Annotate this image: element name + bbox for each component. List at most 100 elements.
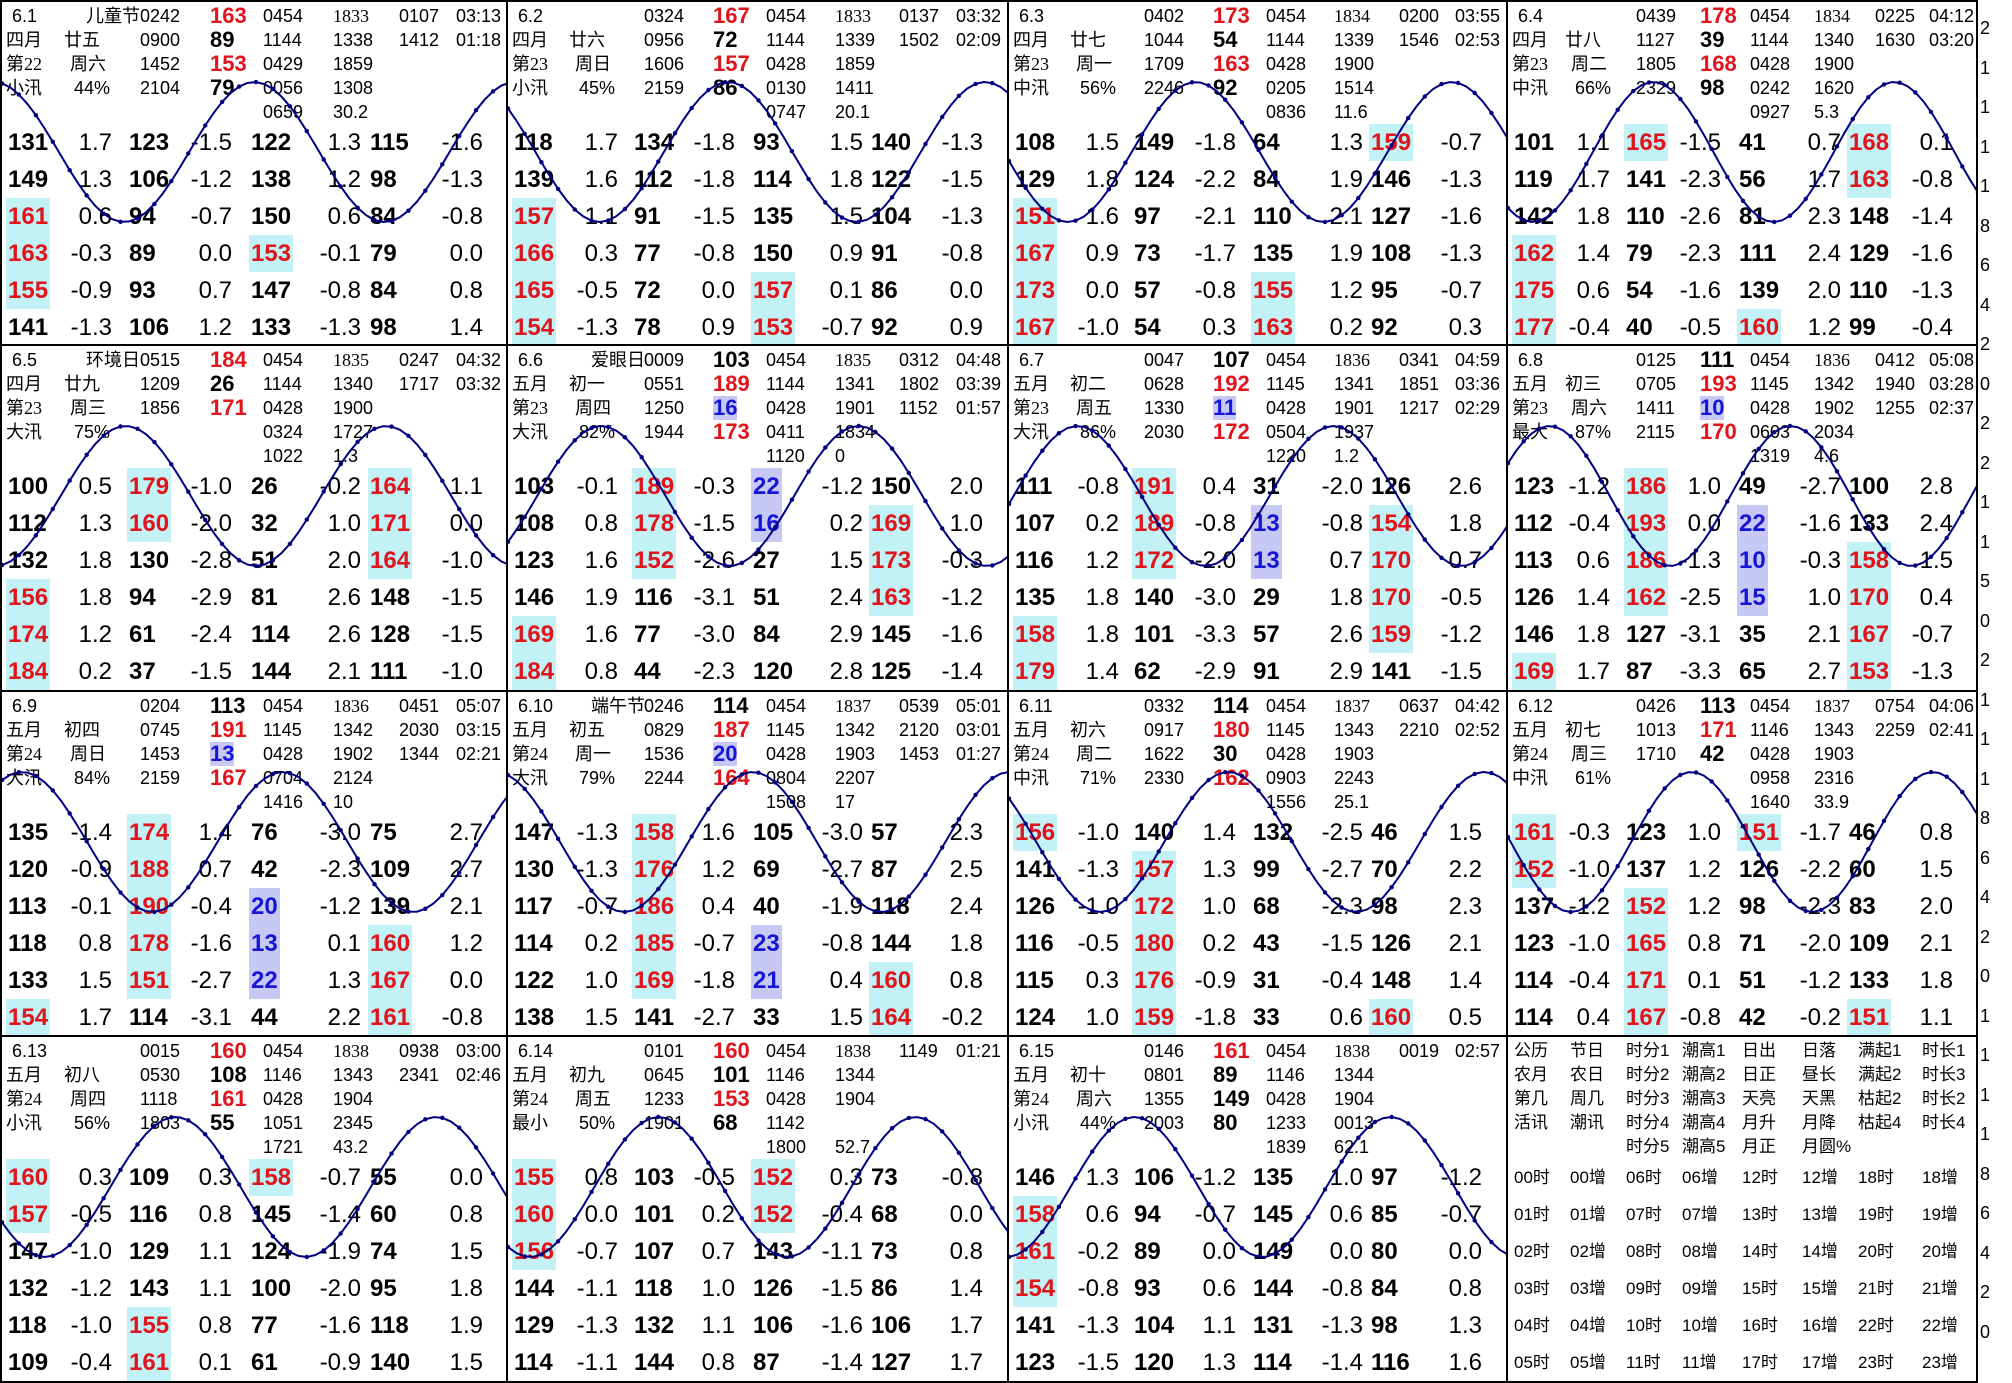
daylength: 1343 xyxy=(1814,720,1855,740)
duration-1: 04:48 xyxy=(956,350,1002,370)
hourly-delta: 1.6 xyxy=(1085,203,1119,230)
legend-hour-label: 09增 xyxy=(1682,1279,1718,1298)
lunar-day: 廿八 xyxy=(1565,30,1601,50)
hourly-row: 163 -0.3 89 0.0 153 -0.1 79 0.0 xyxy=(6,235,502,272)
hourly-delta: 1.4 xyxy=(1085,658,1119,685)
tide-height-1: 111 xyxy=(1700,347,1735,372)
hourly-delta: -1.3 xyxy=(576,819,618,846)
time-3: 1606 xyxy=(644,54,685,74)
hourly-value: 169 xyxy=(632,962,677,999)
tide-type: 中汛 xyxy=(1512,78,1548,98)
moonrise: 0504 xyxy=(1266,422,1307,442)
hourly-row: 129 -1.3 132 1.1 106 -1.6 106 1.7 xyxy=(512,1307,1003,1344)
rise-2: 2341 xyxy=(399,1065,440,1085)
hourly-row: 112 1.3 160 -2.0 32 1.0 171 0.0 xyxy=(6,505,502,542)
festival-label: 端午节 xyxy=(591,696,645,716)
legend-hour-label: 07时 xyxy=(1626,1205,1662,1224)
hourly-value: 178 xyxy=(127,925,172,962)
lunar-day: 廿九 xyxy=(64,374,100,394)
hourly-value: 33 xyxy=(1253,1004,1280,1031)
tide-height-3: 163 xyxy=(1213,51,1250,76)
legend-hour-label: 20增 xyxy=(1922,1242,1958,1261)
hourly-delta: -0.8 xyxy=(1321,510,1363,537)
edge-tick-label: 1 xyxy=(1980,1124,1991,1144)
tide-height-2: 189 xyxy=(713,371,750,396)
hourly-delta: 0.1 xyxy=(327,930,361,957)
hourly-delta: 0.0 xyxy=(949,1201,983,1228)
tide-height-2: 187 xyxy=(713,717,750,742)
hourly-value: 168 xyxy=(1847,124,1892,161)
legend-label: 时分4 xyxy=(1626,1113,1670,1132)
hourly-value: 191 xyxy=(1132,468,1177,505)
hourly-delta: -3.3 xyxy=(1679,658,1721,685)
hourly-value: 13 xyxy=(1251,505,1282,542)
time-1: 0439 xyxy=(1636,6,1677,26)
daylength: 1343 xyxy=(1334,720,1375,740)
tide-height-4: 167 xyxy=(210,765,247,790)
hourly-delta: -0.7 xyxy=(1194,1201,1236,1228)
time-4: 2003 xyxy=(1144,1113,1185,1133)
hourly-value: 112 xyxy=(8,510,47,537)
hourly-value: 116 xyxy=(1371,1349,1410,1376)
hourly-value: 84 xyxy=(1371,1275,1398,1302)
header-row: 6.13 0015 160 0454 1838 0938 03:00 xyxy=(4,1039,504,1069)
hourly-delta: -0.8 xyxy=(1194,277,1236,304)
hourly-delta: -1.6 xyxy=(941,621,983,648)
time-1: 0402 xyxy=(1144,6,1185,26)
moon-full-percent: 1.3 xyxy=(333,446,359,466)
hourly-delta: -0.9 xyxy=(70,856,112,883)
hourly-value: 106 xyxy=(753,1312,794,1339)
rise-1: 0137 xyxy=(899,6,940,26)
time-4: 1901 xyxy=(644,1113,685,1133)
hourly-delta: -1.3 xyxy=(941,129,983,156)
hourly-delta: 1.5 xyxy=(584,1004,618,1031)
hourly-row: 108 1.5 149 -1.8 64 1.3 159 -0.7 xyxy=(1013,124,1502,161)
tide-height-4: 55 xyxy=(210,1110,235,1135)
hourly-value: 77 xyxy=(634,240,661,267)
time-1: 0146 xyxy=(1144,1041,1185,1061)
legend-hour-label: 19增 xyxy=(1922,1205,1958,1224)
hourly-value: 68 xyxy=(871,1201,898,1228)
hourly-delta: -0.4 xyxy=(821,1201,863,1228)
legend-label: 时长3 xyxy=(1922,1065,1966,1084)
hourly-value: 109 xyxy=(129,1164,170,1191)
hourly-table: 100 0.5 179 -1.0 26 -0.2 164 1.1 112 1.3 160 -2.0 32… xyxy=(2,468,506,690)
hourly-value: 153 xyxy=(751,309,796,344)
hourly-value: 51 xyxy=(251,547,278,574)
legend-hour-label: 01时 xyxy=(1514,1205,1550,1224)
hourly-delta: 1.3 xyxy=(327,129,361,156)
hourly-value: 44 xyxy=(634,658,661,685)
dawn: 0428 xyxy=(766,744,807,764)
hourly-value: 44 xyxy=(251,1004,278,1031)
hourly-delta: -1.2 xyxy=(70,1275,112,1302)
hourly-delta: 1.2 xyxy=(1085,547,1119,574)
hourly-row: 160 0.0 101 0.2 152 -0.4 68 0.0 xyxy=(512,1196,1003,1233)
tide-height-1: 178 xyxy=(1700,3,1737,28)
edge-tick-label: 1 xyxy=(1980,492,1991,512)
hourly-row: 151 1.6 97 -2.1 110 2.1 127 -1.6 xyxy=(1013,198,1502,235)
hourly-value: 150 xyxy=(251,203,292,230)
header-row: 五月 初二 0628 192 1145 1341 1851 03:36 xyxy=(1011,372,1504,402)
hourly-value: 73 xyxy=(1134,240,1161,267)
hourly-table: 135 -1.4 174 1.4 76 -3.0 75 2.7 120 -0.9 188 0.7 42-… xyxy=(2,814,506,1035)
edge-tick-label: 6 xyxy=(1980,847,1991,868)
hourly-delta: 1.6 xyxy=(584,166,618,193)
day-header: 6.14 0101 160 0454 1838 1149 01:21 五月 初九 0645 101 1… xyxy=(508,1037,1007,1159)
hourly-delta: -0.2 xyxy=(941,1004,983,1031)
hourly-delta: 0.1 xyxy=(829,277,863,304)
day-header: 6.3 0402 173 0454 1834 0200 03:55 四月 廿七 1044 54 114… xyxy=(1009,2,1506,124)
edge-tick-label: 6 xyxy=(1980,255,1991,275)
hourly-row: 156 -0.7 107 0.7 143 -1.1 73 0.8 xyxy=(512,1233,1003,1270)
tide-height-1: 167 xyxy=(713,3,750,28)
week-number: 第23 xyxy=(6,398,42,418)
hourly-delta: -1.5 xyxy=(1077,1349,1119,1376)
rise-2: 2210 xyxy=(1399,720,1440,740)
moon-full-percent: 62.1 xyxy=(1334,1137,1370,1157)
hourly-table: 131 1.7 123 -1.5 122 1.3 115 -1.6 149 1.3 106 -1.2 1… xyxy=(2,124,506,344)
time-2: 0801 xyxy=(1144,1065,1185,1085)
hourly-value: 131 xyxy=(1253,1312,1294,1339)
weekday: 周四 xyxy=(575,398,611,418)
hourly-value: 149 xyxy=(8,166,49,193)
hourly-value: 89 xyxy=(129,240,156,267)
moon-full-percent: 5.3 xyxy=(1814,102,1840,122)
